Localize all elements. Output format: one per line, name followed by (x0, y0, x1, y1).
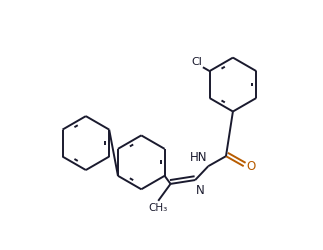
Text: Cl: Cl (191, 57, 202, 67)
Text: HN: HN (190, 150, 207, 164)
Text: CH₃: CH₃ (149, 202, 168, 212)
Text: O: O (247, 159, 256, 172)
Text: N: N (196, 184, 205, 196)
